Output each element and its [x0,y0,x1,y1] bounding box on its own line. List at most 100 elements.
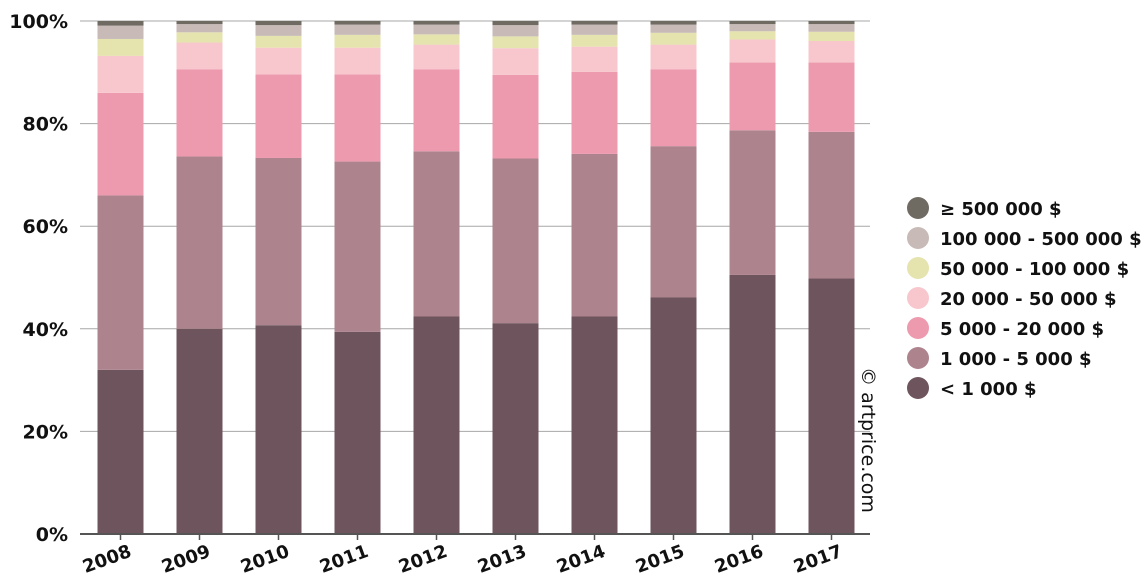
legend-label: 50 000 - 100 000 $ [940,259,1129,280]
bar-segment [97,195,144,370]
bar-segment [255,47,302,75]
bar-segment [255,21,302,26]
legend-swatch [907,287,929,309]
bar-segment [255,74,302,158]
bar-segment [729,24,776,32]
bar-segment [334,161,381,332]
bar-segment [729,31,776,40]
bar-segment [729,21,776,25]
bar-segment [571,316,618,534]
y-tick-label: 0% [36,524,68,546]
x-tick-label: 2008 [80,541,134,578]
bar-segment [176,24,223,33]
x-tick-label: 2016 [712,541,766,578]
legend-label: 5 000 - 20 000 $ [940,319,1104,340]
legend-swatch [907,347,929,369]
bar-segment [255,157,302,326]
bar-segment [176,21,223,25]
legend-label: < 1 000 $ [940,379,1037,400]
bar-segment [808,278,855,534]
bar-segment [413,316,460,534]
legend-swatch [907,377,929,399]
x-tick-label: 2009 [159,541,213,578]
bar-segment [650,32,697,45]
bar-segment [571,153,618,317]
bar-segment [808,62,855,132]
bar-segment [176,32,223,43]
bar-segment [571,71,618,154]
bar-segment [413,21,460,25]
bar-segment [571,46,618,72]
bar-segment [334,331,381,534]
bar-segment [492,158,539,324]
x-tick-label: 2012 [396,541,450,578]
bar-segment [334,74,381,162]
bar-segment [650,21,697,25]
legend-swatch [907,197,929,219]
bar-segment [492,323,539,534]
bar-segment [808,21,855,25]
bar-segment [413,69,460,152]
y-tick-label: 20% [23,421,68,443]
bar-segment [413,44,460,70]
bar-segment [808,24,855,32]
bar-segment [492,21,539,26]
legend-label: 1 000 - 5 000 $ [940,349,1092,370]
legend: ≥ 500 000 $ 100 000 - 500 000 $ 50 000 - 1… [907,197,1142,400]
y-tick-label: 60% [23,216,68,238]
bar-segment [334,34,381,48]
x-tick-label: 2013 [475,541,529,578]
bar-segment [97,55,144,93]
bar-segment [176,156,223,329]
x-tick-label: 2017 [791,541,845,578]
legend-swatch [907,227,929,249]
bar-segment [571,34,618,47]
bar-segment [492,36,539,49]
bar-segment [255,35,302,48]
bar-segment [492,48,539,75]
x-tick-label: 2010 [238,541,292,578]
bar-segment [176,42,223,70]
bar-segment [97,25,144,39]
legend-swatch [907,317,929,339]
bar-segment [413,151,460,317]
bar-segment [334,47,381,75]
x-tick-label: 2011 [317,541,371,578]
bar-segment [97,21,144,26]
bar-segment [492,74,539,159]
y-tick-label: 40% [23,319,68,341]
legend-label: 20 000 - 50 000 $ [940,289,1117,310]
legend-swatch [907,257,929,279]
bar-segment [729,274,776,534]
bar-segment [650,297,697,534]
y-tick-label: 80% [23,114,68,136]
bar-segment [571,24,618,35]
bar-segment [176,328,223,534]
x-tick-label: 2014 [554,541,608,578]
bar-segment [255,25,302,36]
copyright-annotation: © artprice.com [857,367,879,513]
bar-segment [97,92,144,196]
bar-segment [650,146,697,298]
bar-segment [808,41,855,63]
bar-segment [571,21,618,25]
bar-segment [97,369,144,534]
bar-segment [176,69,223,157]
bar-segment [729,62,776,131]
bars [97,21,855,534]
bar-segment [729,130,776,275]
bar-segment [334,24,381,35]
bar-segment [492,25,539,37]
bar-segment [334,21,381,25]
y-tick-label: 100% [9,11,68,33]
bar-segment [650,69,697,147]
bar-segment [808,131,855,279]
bar-segment [255,325,302,534]
legend-label: ≥ 500 000 $ [940,199,1062,220]
x-tick-label: 2015 [633,541,687,578]
bar-segment [729,39,776,63]
bar-segment [413,34,460,45]
bar-segment [650,24,697,33]
bar-segment [808,31,855,42]
